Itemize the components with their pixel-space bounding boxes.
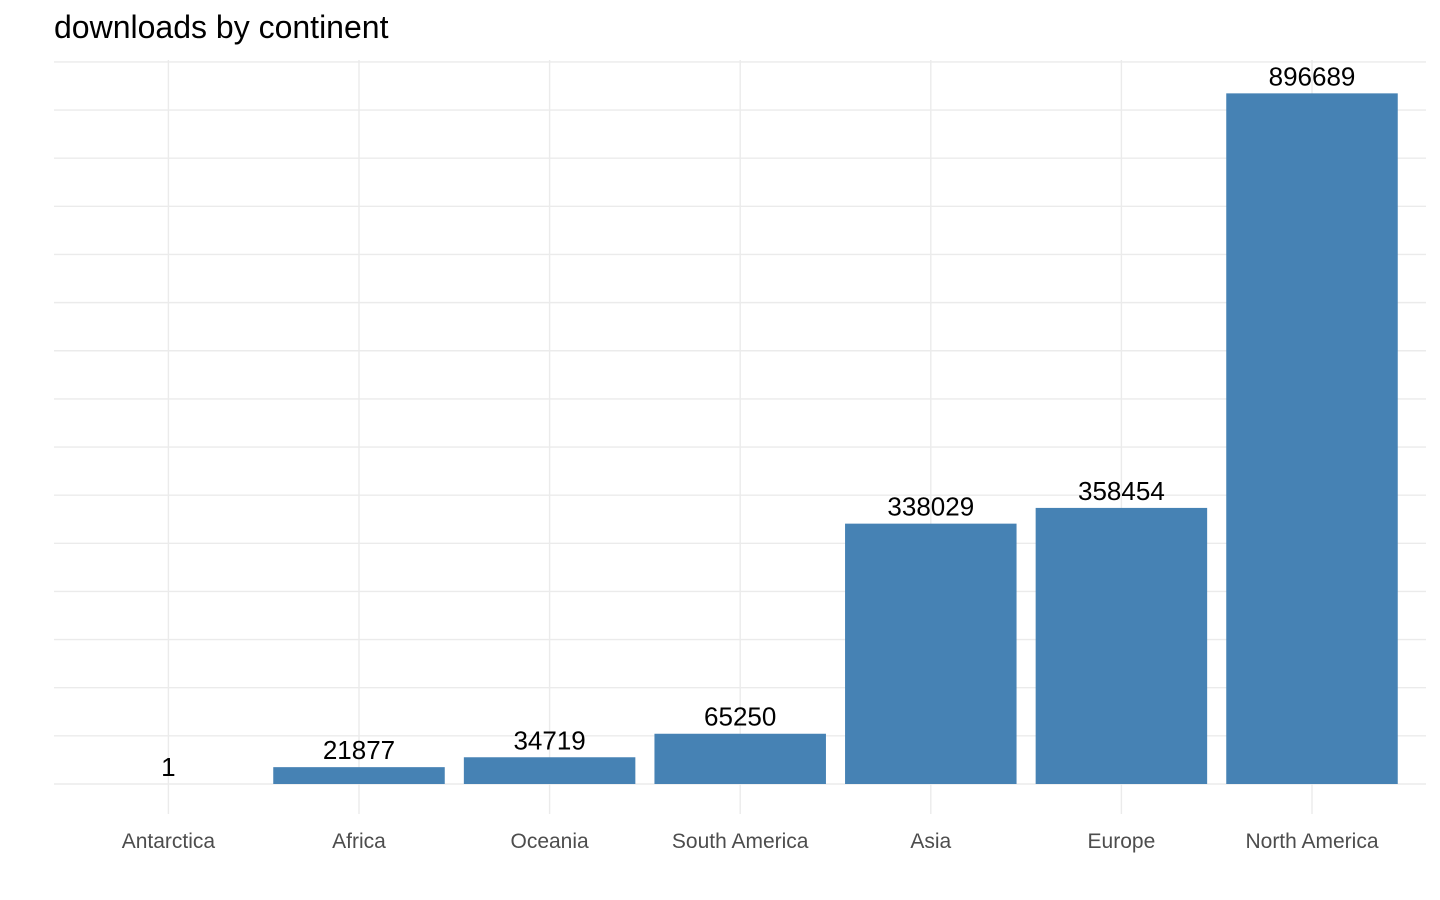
x-tick-layer: Antarctica Africa Oceania South America Asia… [122,830,1379,853]
data-label: 65250 [704,702,776,732]
x-tick-label: Asia [910,830,951,853]
x-tick-label: North America [1245,830,1378,853]
x-tick-label: Europe [1088,830,1156,853]
chart-title: downloads by continent [54,9,389,45]
bar-oceania [463,757,636,784]
x-tick-label: Africa [332,830,386,853]
data-label: 34719 [513,725,585,755]
data-label: 896689 [1269,61,1356,91]
bar-south-america [654,733,826,784]
bar-layer [82,93,1398,784]
x-tick-label: Antarctica [122,830,216,853]
bar-europe [1035,507,1208,784]
data-label-layer: 1 21877 34719 65250 338029 358454 896689 [161,61,1355,782]
data-label: 338029 [887,492,974,522]
x-tick-label: South America [672,830,809,853]
x-tick-label: Oceania [510,830,589,853]
data-label: 1 [161,752,175,782]
bar-asia [845,523,1017,784]
bar-north-america [1226,93,1398,784]
data-label: 21877 [323,735,395,765]
bar-africa [273,767,445,784]
data-label: 358454 [1078,476,1165,506]
